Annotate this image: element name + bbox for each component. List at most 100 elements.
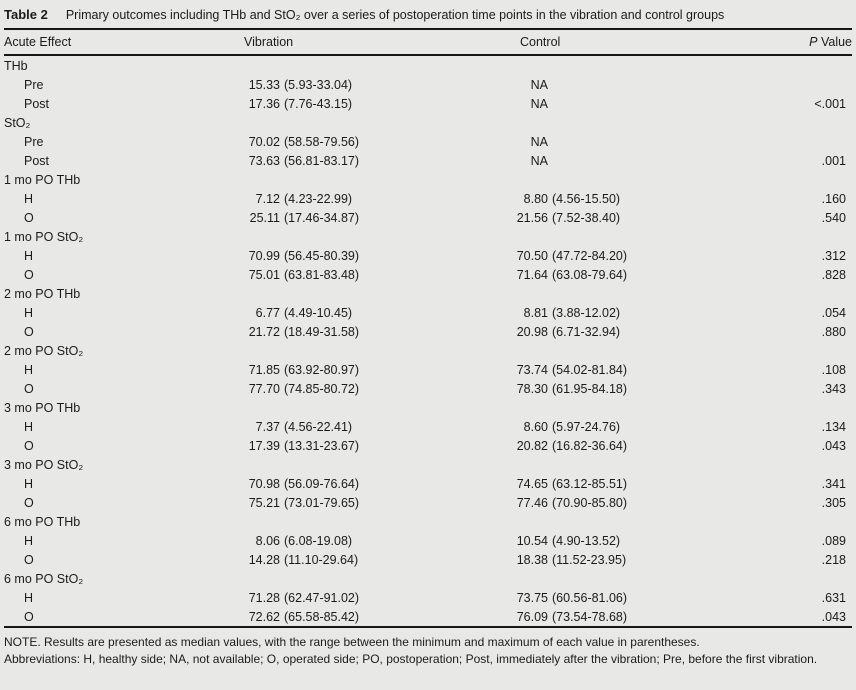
row-label: 6 mo PO THb [4,514,81,529]
row-label: O [24,495,34,510]
vibration-cell: 73.63 (56.81-83.17) [244,151,512,170]
vibration-median: 14.28 [248,552,280,567]
table-row: 1 mo PO THb [4,170,852,189]
row-label: H [24,248,34,263]
control-cell: 20.98 (6.71-32.94) [512,322,756,341]
control-median: 10.54 [516,533,548,548]
control-cell: 76.09 (73.54-78.68) [512,607,756,627]
p-value: <.001 [814,96,846,111]
control-range: (63.12-85.51) [552,476,628,491]
control-cell: 70.50 (47.72-84.20) [512,246,756,265]
vibration-cell: 70.02 (58.58-79.56) [244,132,512,151]
table-body: THb Pre 15.33 (5.93-33.04) NA Post 17.36 (… [4,55,852,627]
table-row: StO₂ [4,113,852,132]
control-cell [512,113,756,132]
control-cell [512,170,756,189]
table-row: Pre 15.33 (5.93-33.04) NA [4,75,852,94]
row-label: 3 mo PO StO₂ [4,457,84,472]
vibration-median: 71.28 [248,590,280,605]
control-range: (4.56-15.50) [552,191,621,206]
p-value: .305 [821,495,846,510]
control-median: 8.80 [523,191,548,206]
control-cell: 71.64 (63.08-79.64) [512,265,756,284]
table-row: 2 mo PO StO₂ [4,341,852,360]
header-vibration: Vibration [244,30,512,56]
vibration-cell: 77.70 (74.85-80.72) [244,379,512,398]
control-cell: NA [512,75,756,94]
control-cell: 20.82 (16.82-36.64) [512,436,756,455]
p-value [756,284,852,303]
p-value [756,341,852,360]
control-cell [512,227,756,246]
vibration-cell: 25.11 (17.46-34.87) [244,208,512,227]
control-range: (70.90-85.80) [552,495,628,510]
vibration-range: (58.58-79.56) [284,134,360,149]
vibration-median: 73.63 [248,153,280,168]
vibration-median: 75.21 [248,495,280,510]
vibration-median: 71.85 [248,362,280,377]
vibration-cell: 17.36 (7.76-43.15) [244,94,512,113]
control-median: 78.30 [516,381,548,396]
control-range: (47.72-84.20) [552,248,628,263]
vibration-cell [244,55,512,75]
control-cell: 77.46 (70.90-85.80) [512,493,756,512]
control-median: 8.60 [523,419,548,434]
control-cell: 78.30 (61.95-84.18) [512,379,756,398]
row-label: O [24,210,34,225]
control-cell [512,569,756,588]
vibration-range: (17.46-34.87) [284,210,360,225]
p-value [756,569,852,588]
vibration-range: (18.49-31.58) [284,324,360,339]
control-cell [512,55,756,75]
vibration-cell: 70.99 (56.45-80.39) [244,246,512,265]
table-row: O 75.01 (63.81-83.48) 71.64 (63.08-79.64) … [4,265,852,284]
vibration-median: 70.02 [248,134,280,149]
table-row: H 8.06 (6.08-19.08) 10.54 (4.90-13.52) .08… [4,531,852,550]
table-caption-text: Primary outcomes including THb and StO₂ … [65,8,725,22]
table-row: H 7.37 (4.56-22.41) 8.60 (5.97-24.76) .134 [4,417,852,436]
vibration-cell: 72.62 (65.58-85.42) [244,607,512,627]
control-median: 74.65 [516,476,548,491]
vibration-cell [244,512,512,531]
p-value: .540 [821,210,846,225]
control-range: (6.71-32.94) [552,324,621,339]
row-label: O [24,324,34,339]
table-row: Post 73.63 (56.81-83.17) NA .001 [4,151,852,170]
header-acute-effect: Acute Effect [4,30,244,56]
vibration-cell [244,227,512,246]
control-cell: NA [512,132,756,151]
vibration-range: (73.01-79.65) [284,495,360,510]
control-cell: NA [512,94,756,113]
control-range: (7.52-38.40) [552,210,621,225]
control-range: (5.97-24.76) [552,419,621,434]
table-row: 6 mo PO StO₂ [4,569,852,588]
vibration-range: (4.56-22.41) [284,419,353,434]
row-label: O [24,609,34,624]
table-row: H 7.12 (4.23-22.99) 8.80 (4.56-15.50) .160 [4,189,852,208]
control-median: 70.50 [516,248,548,263]
control-range: (61.95-84.18) [552,381,628,396]
vibration-median: 70.98 [248,476,280,491]
control-cell: 73.74 (54.02-81.84) [512,360,756,379]
p-value: .108 [821,362,846,377]
table-page: Table 2 Primary outcomes including THb a… [4,7,852,667]
table-row: O 77.70 (74.85-80.72) 78.30 (61.95-84.18) … [4,379,852,398]
table-footnotes: NOTE. Results are presented as median va… [4,628,852,667]
vibration-cell: 71.85 (63.92-80.97) [244,360,512,379]
row-label: H [24,590,34,605]
vibration-cell: 15.33 (5.93-33.04) [244,75,512,94]
control-range: (4.90-13.52) [552,533,621,548]
vibration-median: 25.11 [249,210,280,225]
p-value: .880 [821,324,846,339]
row-label: 1 mo PO THb [4,172,81,187]
p-value: .312 [821,248,846,263]
vibration-cell: 8.06 (6.08-19.08) [244,531,512,550]
control-median: 20.98 [516,324,548,339]
p-value: .089 [821,533,846,548]
row-label: StO₂ [4,115,31,130]
vibration-range: (56.45-80.39) [284,248,360,263]
table-row: Pre 70.02 (58.58-79.56) NA [4,132,852,151]
table-row: O 75.21 (73.01-79.65) 77.46 (70.90-85.80) … [4,493,852,512]
control-median: 8.81 [523,305,548,320]
row-label: Pre [24,77,44,92]
